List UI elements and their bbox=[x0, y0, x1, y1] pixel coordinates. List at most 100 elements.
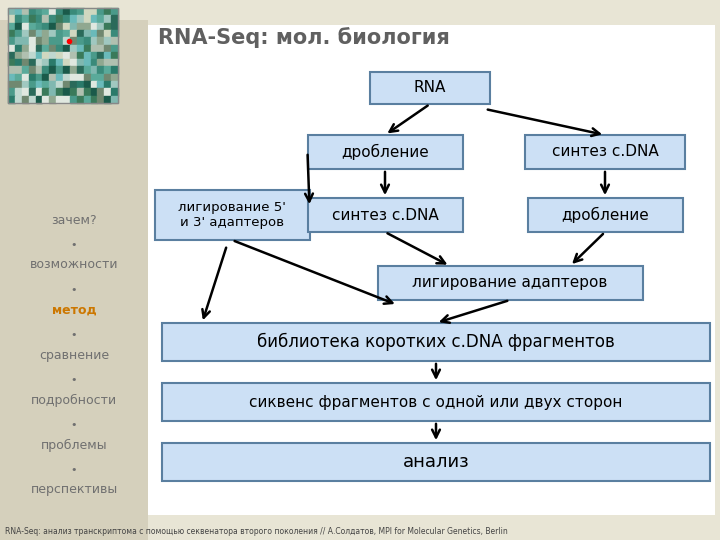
Bar bbox=[63, 59, 70, 66]
Bar bbox=[70, 44, 77, 52]
Bar bbox=[111, 96, 118, 103]
Bar bbox=[162, 443, 710, 481]
Bar bbox=[56, 23, 63, 30]
Bar bbox=[35, 23, 42, 30]
Bar bbox=[49, 23, 56, 30]
Bar bbox=[70, 37, 77, 44]
Bar bbox=[63, 96, 70, 103]
Text: сиквенс фрагментов с одной или двух сторон: сиквенс фрагментов с одной или двух стор… bbox=[249, 395, 623, 409]
Bar bbox=[42, 44, 49, 52]
Bar bbox=[29, 44, 35, 52]
Bar bbox=[56, 37, 63, 44]
Bar bbox=[104, 44, 111, 52]
Text: RNA-Seq: анализ транскриптома с помощью секвенатора второго поколения // А.Солда: RNA-Seq: анализ транскриптома с помощью … bbox=[5, 528, 508, 537]
Bar bbox=[63, 52, 70, 59]
Bar bbox=[29, 59, 35, 66]
Bar bbox=[63, 81, 70, 89]
Bar bbox=[56, 52, 63, 59]
Bar bbox=[104, 74, 111, 81]
Bar bbox=[77, 8, 84, 15]
Bar bbox=[77, 74, 84, 81]
Bar bbox=[162, 383, 710, 421]
Bar bbox=[63, 44, 70, 52]
Bar bbox=[56, 96, 63, 103]
Bar bbox=[97, 66, 104, 74]
Bar bbox=[70, 52, 77, 59]
Bar bbox=[8, 44, 15, 52]
Bar bbox=[111, 74, 118, 81]
Bar bbox=[84, 66, 91, 74]
Bar bbox=[29, 96, 35, 103]
Bar bbox=[307, 135, 462, 169]
Bar bbox=[91, 66, 97, 74]
Bar bbox=[22, 8, 29, 15]
Bar bbox=[111, 52, 118, 59]
Bar bbox=[70, 59, 77, 66]
Bar bbox=[22, 52, 29, 59]
Bar bbox=[77, 44, 84, 52]
Bar bbox=[104, 81, 111, 89]
Bar bbox=[35, 89, 42, 96]
Bar bbox=[22, 37, 29, 44]
Bar bbox=[8, 59, 15, 66]
Bar bbox=[111, 8, 118, 15]
Bar bbox=[97, 23, 104, 30]
Bar bbox=[8, 96, 15, 103]
Bar bbox=[42, 23, 49, 30]
Bar bbox=[56, 44, 63, 52]
Bar bbox=[111, 37, 118, 44]
Bar bbox=[91, 30, 97, 37]
Bar bbox=[84, 59, 91, 66]
Bar bbox=[8, 52, 15, 59]
Bar bbox=[35, 74, 42, 81]
Bar bbox=[104, 37, 111, 44]
Bar bbox=[104, 52, 111, 59]
Bar bbox=[29, 52, 35, 59]
Bar bbox=[15, 81, 22, 89]
Bar bbox=[63, 8, 70, 15]
Bar bbox=[49, 15, 56, 23]
Bar bbox=[29, 66, 35, 74]
Bar bbox=[111, 81, 118, 89]
Bar bbox=[15, 52, 22, 59]
Bar bbox=[35, 59, 42, 66]
Bar bbox=[8, 8, 118, 103]
Bar bbox=[35, 81, 42, 89]
Bar bbox=[91, 23, 97, 30]
Bar bbox=[84, 96, 91, 103]
Bar bbox=[84, 30, 91, 37]
Bar bbox=[97, 15, 104, 23]
Bar bbox=[29, 23, 35, 30]
Bar bbox=[84, 8, 91, 15]
Text: RNA-Seq: мол. биология: RNA-Seq: мол. биология bbox=[158, 28, 450, 49]
Bar bbox=[77, 23, 84, 30]
Bar bbox=[70, 74, 77, 81]
Bar bbox=[15, 74, 22, 81]
Bar bbox=[104, 66, 111, 74]
Bar bbox=[63, 66, 70, 74]
Bar bbox=[42, 96, 49, 103]
Bar bbox=[97, 44, 104, 52]
Bar bbox=[49, 44, 56, 52]
Bar bbox=[111, 44, 118, 52]
Bar bbox=[29, 74, 35, 81]
Bar bbox=[528, 198, 683, 232]
Bar bbox=[111, 59, 118, 66]
Bar bbox=[77, 81, 84, 89]
Bar bbox=[42, 15, 49, 23]
Bar bbox=[525, 135, 685, 169]
Bar bbox=[77, 37, 84, 44]
Bar bbox=[97, 8, 104, 15]
Bar bbox=[97, 74, 104, 81]
Bar bbox=[63, 89, 70, 96]
Text: дробление: дробление bbox=[341, 144, 429, 160]
Bar bbox=[70, 30, 77, 37]
Text: •: • bbox=[71, 420, 77, 430]
Bar bbox=[49, 59, 56, 66]
Bar bbox=[49, 89, 56, 96]
Bar bbox=[370, 72, 490, 104]
Bar bbox=[56, 8, 63, 15]
Bar bbox=[77, 52, 84, 59]
Bar bbox=[63, 30, 70, 37]
Bar bbox=[77, 89, 84, 96]
